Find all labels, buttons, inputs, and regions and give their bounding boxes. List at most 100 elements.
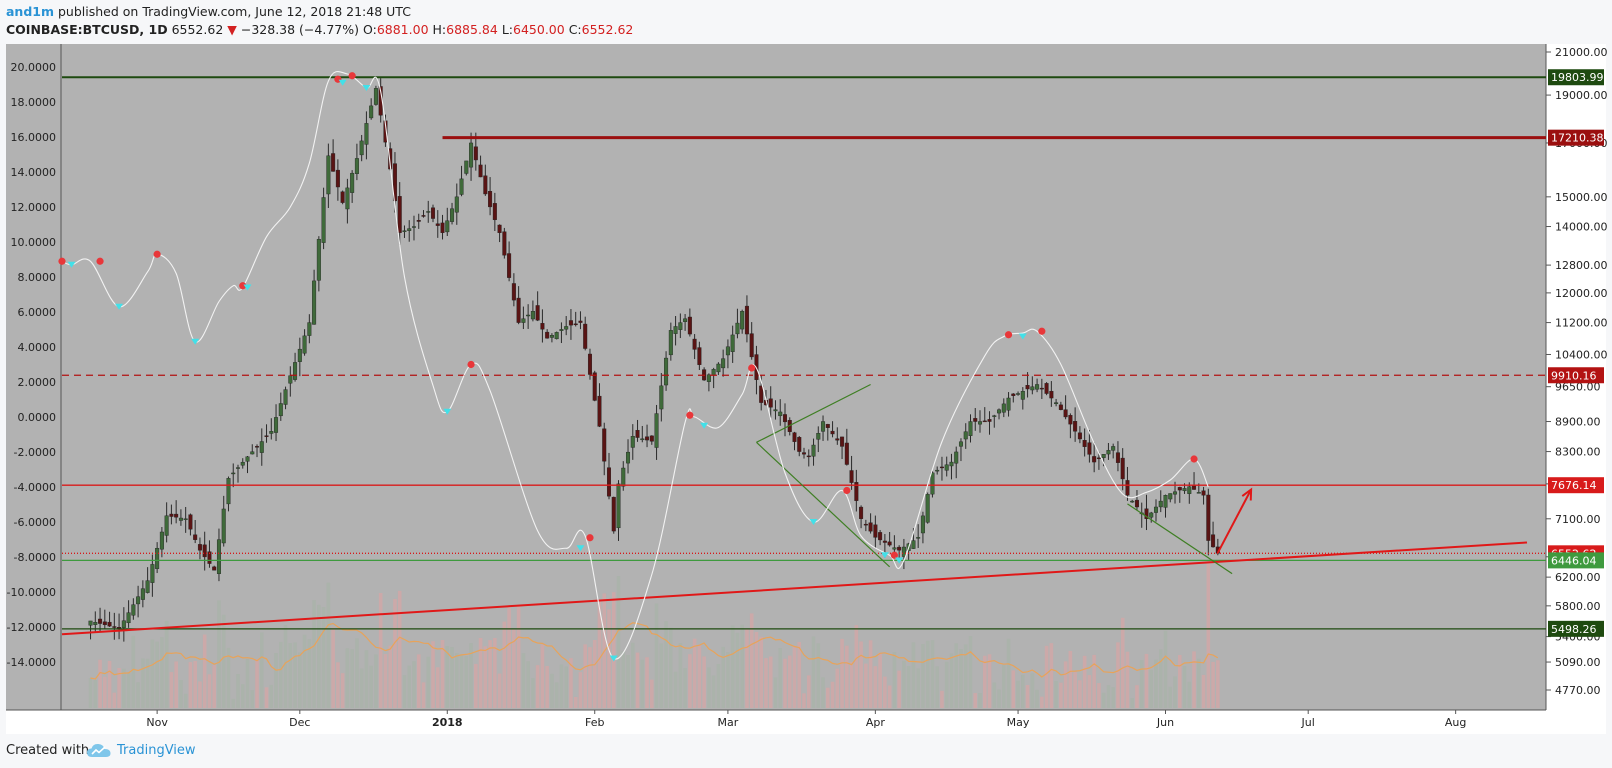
volume-bar [1192,651,1196,708]
candle [816,426,821,453]
volume-bar [821,677,825,708]
volume-bar [283,625,288,708]
price-chart[interactable]: 20.0000 18.0000 16.0000 14.0000 12.0000 10.00… [0,44,1612,734]
candle [302,329,307,356]
volume-bar [450,647,454,708]
volume-bar [88,677,93,708]
candle [844,428,849,466]
time-tick-label: Jun [1156,716,1174,729]
price-badge[interactable]: 5498.26 [1548,620,1604,637]
candle [1168,493,1173,503]
trend-line[interactable] [756,441,891,568]
volume-bar [221,614,226,708]
candle [664,351,669,391]
volume-bar [963,644,968,708]
left-tick-label: 16.0000 [11,131,57,144]
candle [316,236,321,292]
candle [678,313,683,339]
volume-bar [1025,684,1030,708]
price-badge-label: 5498.26 [1551,623,1597,636]
right-tick-label: 5800.00 [1555,600,1601,613]
time-tick: Nov [146,710,168,729]
price-badge[interactable]: 17210.38 [1548,129,1604,146]
volume-bar [540,644,545,708]
volume-bar [402,675,407,708]
volume-bar [916,668,920,708]
candle [806,449,811,467]
candle [583,316,588,351]
volume-bar [883,676,887,708]
trend-line[interactable] [1127,503,1233,575]
right-tick: 11200.00 [1546,317,1608,330]
volume-bar [112,692,117,708]
candle [1096,451,1101,470]
trend-line[interactable] [756,383,871,443]
candle [188,513,193,536]
symbol-label[interactable]: COINBASE:BTCUSD, 1D [6,22,168,37]
volume-bar [1116,642,1120,708]
volume-bar [212,665,217,708]
candle [1115,441,1120,472]
candle [478,155,483,178]
volume-bar [607,609,611,708]
candle [1035,378,1040,393]
volume-bar [1011,670,1016,708]
candle [1077,426,1082,444]
close-value: 6552.62 [581,22,634,37]
tradingview-cloud-icon[interactable] [86,742,112,760]
candle [216,528,221,582]
left-tick-label: -8.0000 [14,551,56,564]
tradingview-brand[interactable]: TradingView [117,743,196,758]
price-badge[interactable]: 9910.16 [1548,367,1604,384]
time-tick: Apr [866,710,885,729]
candle [131,598,136,620]
candle [545,329,550,339]
volume-bar [949,653,954,708]
price-badge[interactable]: 6446.04 [1548,552,1604,569]
candle [1044,382,1049,396]
volume-bar [1144,653,1149,708]
price-badge[interactable]: 7676.14 [1548,477,1604,494]
volume-bar [312,600,316,708]
publish-info: and1m published on TradingView.com, June… [6,4,411,19]
volume-ma-line [90,622,1219,680]
right-tick-label: 8900.00 [1555,416,1601,429]
candle [749,322,754,360]
time-tick-label: Dec [289,716,310,729]
candle [668,322,673,361]
volume-bar [692,638,697,708]
candle [735,308,740,339]
arrow-head [1241,487,1253,501]
volume-bar [288,642,293,708]
volume-bar [683,667,687,708]
left-tick-label: -14.0000 [7,656,56,669]
candle [630,424,635,460]
right-tick-label: 4770.00 [1555,684,1601,697]
time-tick: Mar [718,710,739,729]
candle [935,466,940,475]
volume-bar [711,675,716,708]
volume-bar [864,663,868,708]
volume-bar [1049,643,1054,708]
candle [920,511,925,544]
candle [369,98,374,120]
right-tick: 5800.00 [1546,600,1601,613]
price-axis-area[interactable] [1546,44,1606,734]
open-label: O: [362,22,377,37]
candle [797,436,802,457]
volume-bar [397,590,402,708]
volume-bar [464,656,469,708]
plot-area[interactable] [6,44,1546,710]
time-tick-label: May [1007,716,1030,729]
candle [1149,511,1154,523]
volume-bar [816,643,821,708]
right-tick: 12800.00 [1546,259,1608,272]
price-badge[interactable]: 19803.99 [1548,69,1604,86]
right-tick-label: 8300.00 [1555,446,1601,459]
candle [1030,376,1035,395]
trend-line[interactable] [61,541,1528,636]
arrow-line[interactable] [1216,489,1253,554]
author-link[interactable]: and1m [6,4,55,19]
red-marker [1038,327,1046,335]
volume-bar [840,638,844,708]
